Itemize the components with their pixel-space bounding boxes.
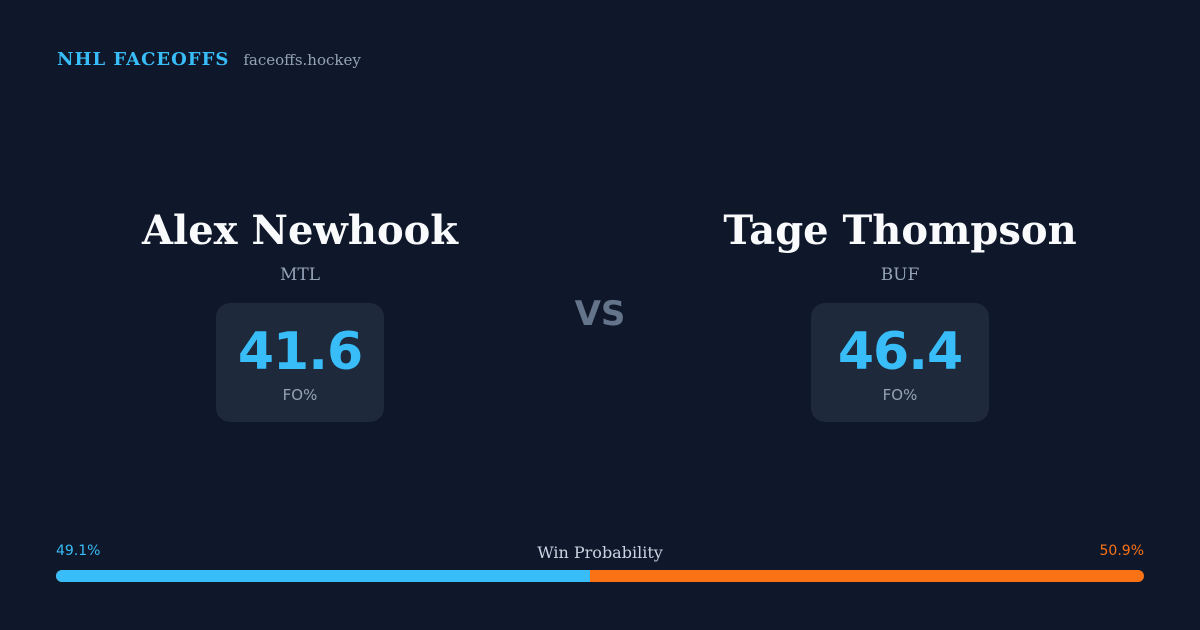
win-probability-right: 50.9% [1099,543,1144,559]
win-probability-fill-left [56,570,591,582]
win-probability-left: 49.1% [56,543,101,559]
win-probability-bar [56,570,1144,582]
player-team: BUF [880,265,920,285]
stat-label: FO% [882,385,918,404]
stat-value: 46.4 [837,321,963,382]
stat-label: FO% [282,385,318,404]
stat-card: 46.4 FO% [811,303,989,422]
brand: NHL FACEOFFS faceoffs.hockey [57,49,361,70]
player-left: Alex Newhook MTL 41.6 FO% [50,205,550,422]
player-team: MTL [279,265,321,285]
player-right: Tage Thompson BUF 46.4 FO% [650,205,1150,422]
vs-label: VS [574,294,626,334]
win-probability-labels: 49.1% Win Probability 50.9% [56,543,1144,563]
player-name: Alex Newhook [141,207,459,254]
player-name: Tage Thompson [723,207,1077,254]
stat-value: 41.6 [237,321,363,382]
win-probability-title: Win Probability [537,543,663,562]
stat-card: 41.6 FO% [216,303,384,422]
brand-url: faceoffs.hockey [243,51,361,69]
brand-title: NHL FACEOFFS [57,49,230,70]
